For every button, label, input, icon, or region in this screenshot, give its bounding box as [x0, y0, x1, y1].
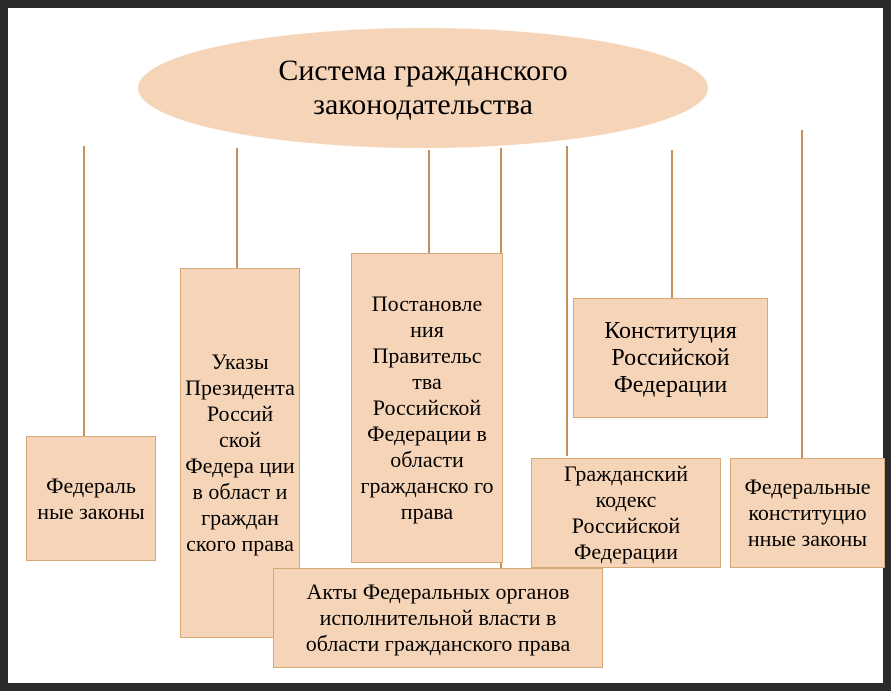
- connector-1: [236, 148, 238, 268]
- node-label: Федераль ные законы: [35, 473, 147, 525]
- node-label: Постановле ния Правительс тва Российской…: [360, 291, 494, 525]
- root-label: Система гражданского законодательства: [178, 54, 668, 122]
- connector-0: [83, 146, 85, 436]
- node-government-resolutions: Постановле ния Правительс тва Российской…: [351, 253, 503, 563]
- node-label: Конституция Российской Федерации: [582, 318, 759, 399]
- node-label: Федеральные конституцио нные законы: [739, 474, 876, 552]
- connector-2: [428, 150, 430, 253]
- node-label: Гражданский кодекс Российской Федерации: [540, 461, 712, 565]
- node-label: Акты Федеральных органов исполнительной …: [282, 579, 594, 657]
- node-executive-acts: Акты Федеральных органов исполнительной …: [273, 568, 603, 668]
- node-civil-code: Гражданский кодекс Российской Федерации: [531, 458, 721, 568]
- node-federal-const-laws: Федеральные конституцио нные законы: [730, 458, 885, 568]
- connector-5: [801, 130, 803, 458]
- root-node: Система гражданского законодательства: [138, 28, 708, 148]
- node-label: Указы Президента Россий ской Федера ции …: [185, 349, 295, 557]
- node-federal-laws: Федераль ные законы: [26, 436, 156, 561]
- connector-3: [566, 146, 568, 456]
- diagram-canvas: Система гражданского законодательства Фе…: [8, 8, 883, 683]
- connector-4: [671, 150, 673, 298]
- node-constitution: Конституция Российской Федерации: [573, 298, 768, 418]
